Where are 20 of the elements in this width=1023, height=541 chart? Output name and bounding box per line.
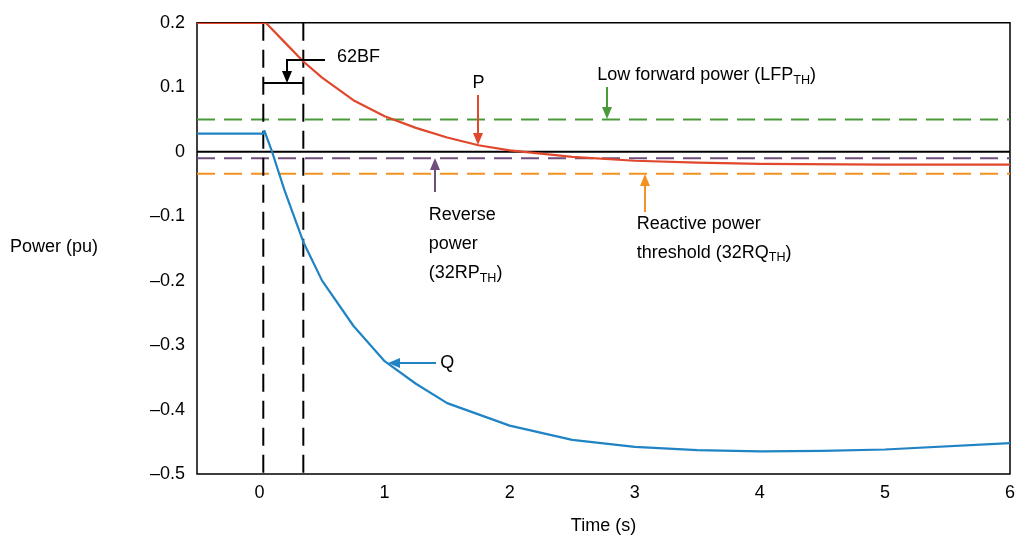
x-tick-label: 5 xyxy=(879,481,890,502)
y-tick-label: –0.3 xyxy=(149,334,185,355)
x-tick-label: 2 xyxy=(504,481,515,502)
annotation: 62BF xyxy=(337,45,381,66)
y-tick-label: 0.2 xyxy=(159,11,185,32)
annotation: Q xyxy=(440,352,455,373)
annotation: P xyxy=(472,72,485,93)
y-tick-label: –0.5 xyxy=(149,462,185,483)
x-tick-label: 6 xyxy=(1004,481,1015,502)
x-axis-title: Time (s) xyxy=(570,515,637,536)
x-tick-label: 4 xyxy=(754,481,765,502)
y-tick-label: –0.2 xyxy=(149,269,185,290)
y-tick-label: 0 xyxy=(174,140,185,161)
x-tick-label: 3 xyxy=(629,481,640,502)
y-tick-label: –0.1 xyxy=(149,205,185,226)
y-axis-title: Power (pu) xyxy=(10,236,99,257)
x-tick-label: 1 xyxy=(379,481,390,502)
x-tick-label: 0 xyxy=(254,481,265,502)
y-tick-label: –0.4 xyxy=(149,398,185,419)
y-tick-label: 0.1 xyxy=(159,76,185,97)
